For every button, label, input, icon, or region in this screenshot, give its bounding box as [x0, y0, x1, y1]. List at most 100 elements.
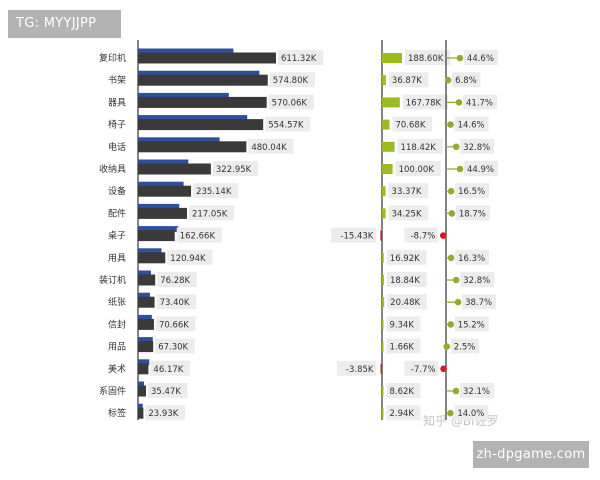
percent-dot [447, 187, 455, 195]
delta-value-label: -3.85K [346, 365, 374, 375]
percent-value-label-bg [462, 294, 497, 310]
percent-value-label: -8.7% [411, 232, 436, 242]
footer-badge: zh-dpgame.com [473, 441, 589, 468]
category-label: 器具 [108, 97, 126, 108]
percent-value-label-bg [450, 338, 480, 354]
delta-value-label-bg [386, 338, 421, 354]
current-value-label-bg [212, 161, 259, 176]
delta-bar [382, 386, 384, 396]
current-bar [138, 318, 154, 330]
current-value-label: 35.47K [151, 387, 181, 397]
delta-value-label-bg [388, 183, 429, 199]
category-label: 标签 [108, 407, 126, 419]
previous-bar [138, 381, 145, 388]
current-value-label: 76.28K [160, 276, 190, 286]
current-bar [138, 363, 149, 375]
current-bar [138, 52, 276, 64]
category-label: 装订机 [99, 274, 126, 286]
percent-value-label-bg [455, 205, 490, 221]
current-value-label-bg [148, 383, 188, 398]
category-label: 收纳具 [99, 163, 126, 175]
current-value-label-bg [268, 94, 314, 110]
current-value-label: 480.04K [251, 143, 287, 153]
delta-value-label: 8.62K [390, 387, 415, 397]
percent-value-label-bg [455, 183, 490, 199]
percent-value-label: 16.5% [458, 187, 485, 197]
delta-value-label-bg [386, 249, 427, 265]
current-value-label-bg [167, 249, 213, 265]
delta-value-label: 100.00K [399, 165, 435, 175]
delta-bar [382, 119, 390, 130]
current-value-label: 70.66K [159, 320, 189, 330]
percent-dot [455, 99, 463, 106]
delta-value-label-bg [331, 227, 377, 243]
delta-bar [382, 97, 400, 108]
previous-bar [138, 337, 153, 344]
percent-dot [447, 121, 454, 128]
category-label: 书架 [108, 75, 126, 86]
previous-bar [138, 115, 248, 122]
delta-bar [382, 75, 386, 86]
delta-bar [382, 297, 385, 308]
category-label: 桌子 [108, 230, 126, 242]
percent-dot [440, 365, 447, 373]
current-bar [138, 185, 192, 197]
percent-value-label: 32.8% [463, 143, 490, 153]
delta-bar [382, 341, 384, 352]
previous-bar [138, 70, 260, 77]
previous-bar [138, 181, 184, 188]
current-value-label: 554.57K [268, 121, 304, 131]
previous-bar [138, 137, 220, 144]
current-value-label-bg [193, 183, 239, 199]
delta-value-label: 167.78K [406, 98, 442, 108]
current-bar [138, 230, 175, 242]
current-bar [138, 296, 155, 308]
percent-value-label-bg [452, 72, 481, 88]
previous-bar [138, 359, 150, 366]
current-bar [138, 96, 267, 108]
delta-bar [382, 319, 384, 330]
percent-dot [452, 387, 460, 395]
delta-value-label: -15.43K [340, 232, 373, 242]
delta-bar [382, 275, 384, 285]
percent-dot [439, 232, 447, 239]
percent-value-label: 14.6% [458, 121, 485, 131]
current-value-label-bg [155, 338, 195, 354]
current-value-label: 611.32K [281, 54, 317, 64]
percent-dot [456, 165, 464, 173]
delta-bar [380, 230, 382, 241]
current-value-label-bg [150, 360, 191, 376]
percent-value-label-bg [404, 360, 439, 376]
delta-value-label-bg [386, 405, 421, 421]
previous-bar [138, 48, 234, 55]
percent-value-label-bg [460, 383, 495, 398]
current-bar [138, 407, 144, 419]
percent-value-label-bg [454, 116, 489, 132]
previous-bar [138, 270, 151, 277]
previous-bar [138, 203, 180, 210]
delta-value-label-bg [386, 272, 427, 287]
delta-value-label: 34.25K [392, 209, 422, 219]
current-value-label-bg [145, 405, 186, 421]
percent-value-label: 32.1% [463, 387, 490, 397]
current-value-label-bg [269, 72, 315, 88]
current-bar [138, 141, 247, 153]
delta-value-label-bg [336, 360, 377, 376]
delta-value-label: 118.42K [401, 143, 437, 153]
current-value-label: 73.40K [160, 298, 190, 308]
percent-value-label: -7.7% [411, 365, 436, 375]
previous-bar [138, 159, 189, 166]
percent-value-label-bg [464, 161, 498, 176]
current-bar [138, 74, 268, 86]
percent-dot [454, 298, 462, 306]
category-label: 美术 [108, 363, 126, 375]
percent-value-label-bg [463, 94, 498, 110]
percent-value-label-bg [454, 405, 489, 421]
delta-bar [382, 186, 386, 197]
delta-bar [382, 164, 393, 174]
delta-value-label-bg [392, 116, 433, 132]
delta-value-label: 70.68K [395, 121, 425, 131]
current-bar [138, 274, 156, 286]
percent-value-label: 41.7% [466, 98, 493, 108]
